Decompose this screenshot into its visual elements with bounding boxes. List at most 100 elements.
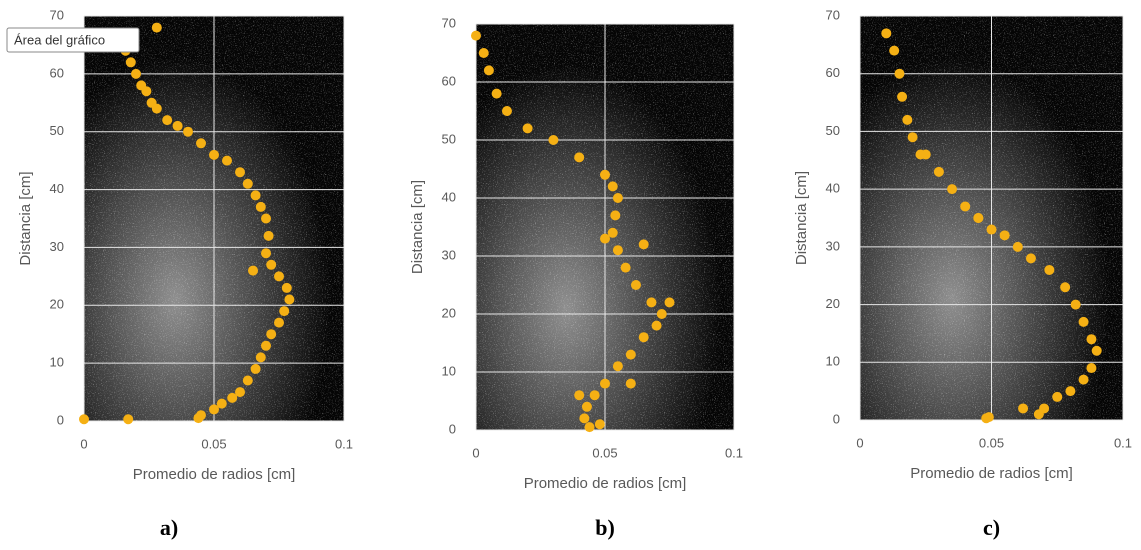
data-point (196, 138, 206, 149)
data-point (1060, 282, 1071, 293)
data-point (274, 317, 284, 328)
data-point (141, 86, 152, 97)
tooltip: Área del gráfico (14, 32, 105, 47)
data-point (151, 22, 162, 33)
data-point (1052, 391, 1063, 402)
data-point (209, 149, 219, 160)
panel-caption: a) (160, 515, 178, 540)
y-tick-label: 20 (826, 296, 840, 311)
data-point (607, 181, 618, 192)
data-point (548, 135, 559, 145)
data-point (574, 390, 585, 401)
y-tick-label: 50 (442, 131, 456, 146)
data-point (620, 262, 631, 273)
data-point (242, 178, 253, 189)
data-point (1025, 253, 1036, 264)
data-point (638, 239, 649, 250)
data-point (897, 91, 908, 102)
y-tick-label: 50 (50, 123, 64, 138)
y-tick-label: 40 (442, 189, 456, 204)
data-point (1086, 363, 1097, 374)
data-point (960, 201, 971, 212)
data-point (947, 184, 958, 195)
x-tick-label: 0.1 (725, 445, 743, 460)
y-axis-title: Distancia [cm] (17, 171, 34, 265)
data-point (584, 422, 595, 433)
data-point (999, 230, 1010, 241)
y-tick-label: 40 (826, 181, 840, 196)
data-point (193, 413, 204, 424)
data-point (261, 248, 271, 259)
data-point (581, 401, 592, 412)
data-point (79, 414, 89, 425)
data-point (933, 166, 944, 177)
y-tick-label: 40 (50, 181, 64, 196)
data-point (638, 332, 649, 343)
data-point (594, 419, 605, 430)
y-tick-label: 20 (442, 305, 456, 320)
x-tick-label: 0.05 (201, 436, 226, 451)
x-axis-title: Promedio de radios [cm] (524, 475, 687, 492)
x-tick-label: 0.05 (979, 435, 1004, 450)
data-point (522, 123, 533, 134)
y-tick-label: 30 (826, 238, 840, 253)
data-point (248, 265, 258, 276)
data-point (279, 306, 290, 317)
data-point (263, 230, 274, 241)
y-tick-label: 10 (442, 363, 456, 378)
tooltip-box (6, 27, 140, 53)
data-point (600, 378, 610, 389)
data-point (1078, 316, 1089, 327)
data-point (235, 387, 245, 398)
y-tick-label: 0 (449, 421, 456, 436)
data-point (471, 30, 481, 41)
data-point (483, 65, 494, 76)
data-point (261, 213, 271, 224)
data-point (664, 297, 675, 308)
data-point (261, 340, 271, 351)
data-point (491, 88, 502, 99)
data-point (1078, 374, 1089, 385)
data-point (266, 259, 277, 270)
data-point (235, 167, 245, 178)
data-point (242, 375, 253, 386)
data-point (625, 378, 636, 389)
data-point (902, 114, 913, 125)
y-tick-label: 20 (50, 297, 64, 312)
data-point (222, 155, 232, 166)
data-point (1012, 241, 1023, 252)
data-point (579, 413, 590, 424)
x-tick-label: 0 (856, 435, 863, 450)
data-point (612, 193, 623, 203)
data-point (600, 169, 610, 180)
data-point (255, 352, 266, 363)
data-point (983, 412, 994, 423)
data-point (894, 68, 905, 79)
y-axis-title: Distancia [cm] (409, 180, 426, 274)
data-point (501, 106, 512, 116)
data-point (274, 271, 284, 282)
data-point (250, 190, 261, 201)
x-tick-label: 0 (472, 445, 479, 460)
data-point (183, 126, 193, 137)
y-tick-label: 70 (50, 7, 64, 22)
data-point (589, 390, 600, 401)
data-point (646, 297, 657, 308)
y-tick-label: 60 (826, 65, 840, 80)
y-tick-label: 60 (442, 73, 456, 88)
data-point (574, 152, 585, 163)
y-tick-label: 0 (57, 412, 64, 427)
data-point (172, 120, 183, 131)
data-point (227, 392, 238, 403)
data-point (1086, 334, 1097, 345)
data-point (1065, 386, 1076, 397)
data-point (209, 404, 219, 415)
data-point (216, 398, 227, 409)
data-point (125, 57, 136, 68)
data-point (889, 45, 900, 56)
data-point (250, 363, 261, 374)
data-point (973, 213, 984, 223)
data-point (284, 294, 295, 305)
data-point (123, 414, 134, 425)
